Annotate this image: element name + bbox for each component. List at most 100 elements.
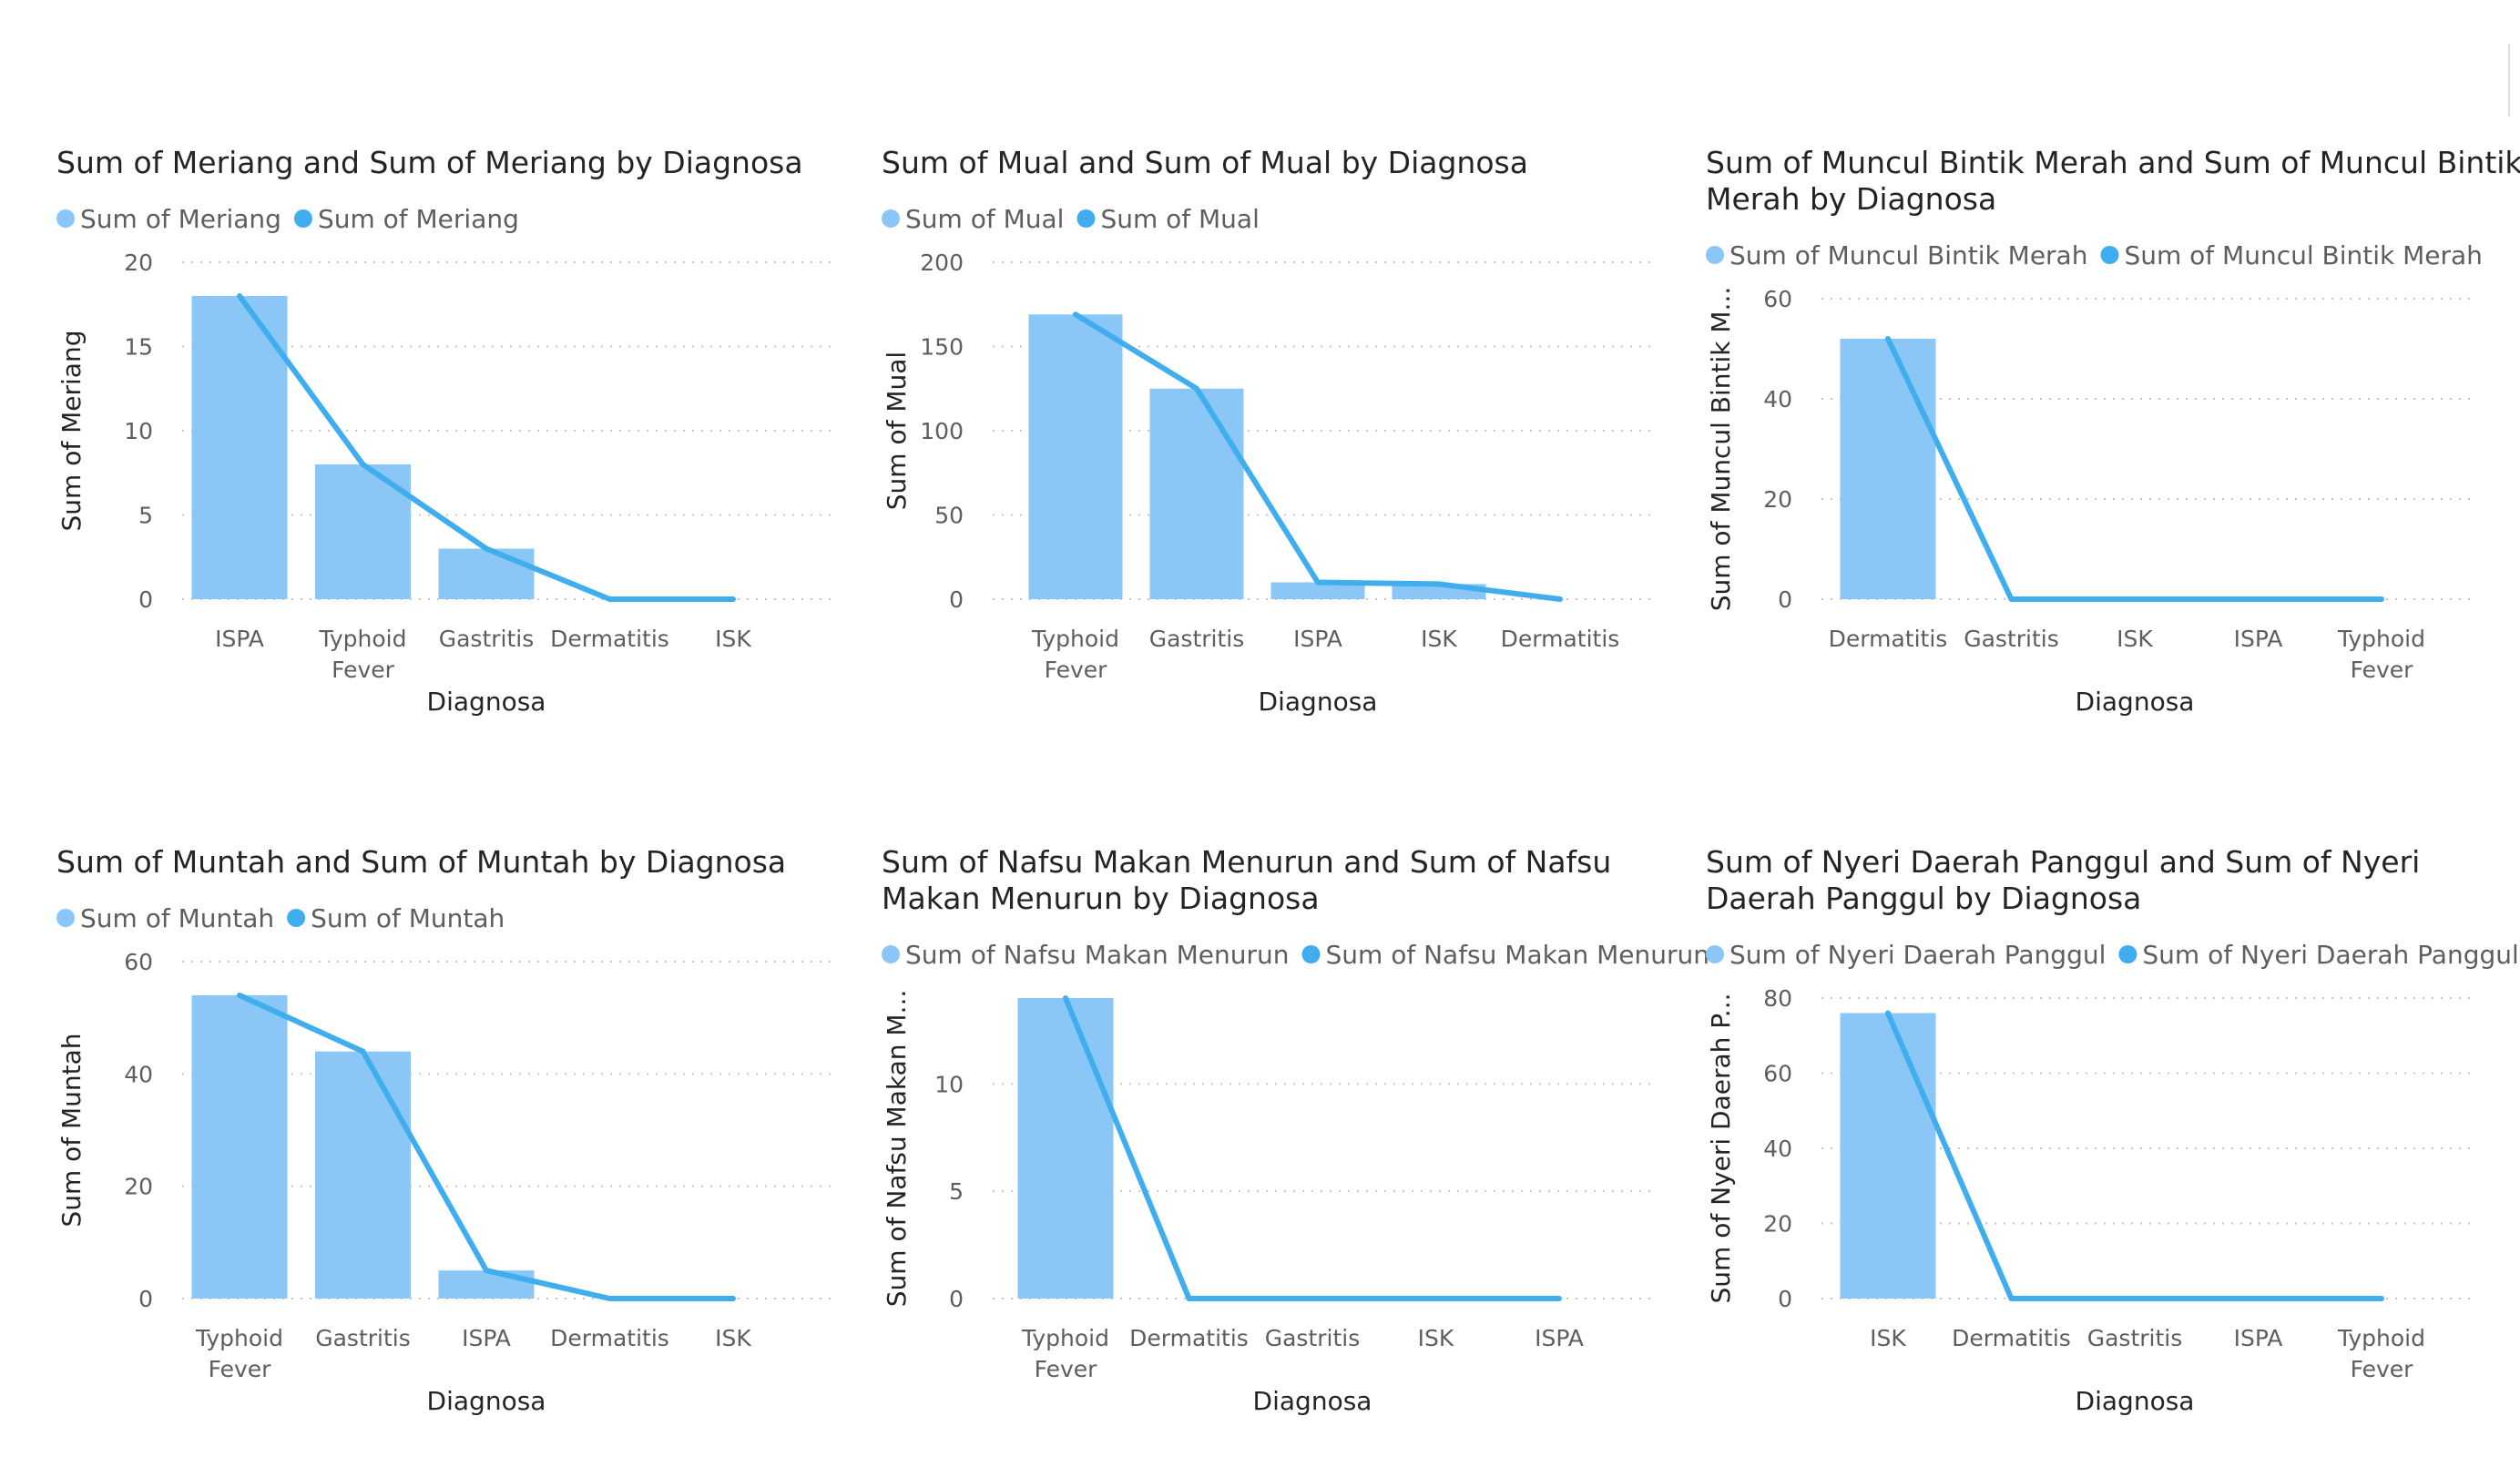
legend-marker [2100, 246, 2119, 264]
x-tick-line: Dermatitis [1952, 1325, 2071, 1351]
bar[interactable] [1840, 339, 1936, 599]
y-axis-title: Sum of Nyeri Daerah P... [1706, 993, 1736, 1303]
legend-entry[interactable]: Sum of Nafsu Makan Menurun [905, 940, 1290, 970]
x-tick-line: Fever [2351, 1356, 2414, 1382]
x-tick-line: ISK [2117, 626, 2153, 652]
x-tick-label: Dermatitis [1129, 1325, 1249, 1351]
y-tick-label: 10 [934, 1071, 964, 1097]
series-line[interactable] [1885, 336, 2384, 602]
legend-entry[interactable]: Sum of Muntah [80, 903, 274, 933]
legend-marker [287, 909, 306, 927]
x-tick-label: ISPA [462, 1325, 511, 1351]
legend-entry[interactable]: Sum of Nafsu Makan Menurun [1326, 940, 1710, 970]
legend-marker [56, 209, 75, 228]
x-tick-line: Gastritis [1265, 1325, 1361, 1351]
legend-marker [1076, 209, 1096, 228]
chart-title-line: Sum of Muncul Bintik Merah and Sum of Mu… [1706, 145, 2520, 180]
x-tick-line: ISPA [2234, 1325, 2283, 1351]
legend-entry[interactable]: Sum of Meriang [318, 204, 519, 234]
x-tick-line: Fever [209, 1356, 272, 1382]
bar[interactable] [1840, 1013, 1936, 1299]
x-tick-line: Typhoid [1031, 626, 1119, 652]
bar[interactable] [1028, 314, 1123, 599]
chart-panel-4: Sum of Muntah and Sum of Muntah by Diagn… [56, 844, 833, 1416]
legend-marker [1301, 945, 1321, 963]
series-line[interactable] [237, 993, 736, 1301]
y-tick-label: 60 [1763, 286, 1792, 312]
chart-panel-6: Sum of Nyeri Daerah Panggul and Sum of N… [1706, 844, 2519, 1416]
x-tick-line: Typhoid [195, 1325, 283, 1351]
y-tick-label: 0 [1778, 586, 1792, 613]
chart-title-line: Sum of Meriang and Sum of Meriang by Dia… [56, 145, 803, 180]
x-tick-line: ISK [1418, 1325, 1454, 1351]
bar[interactable] [438, 548, 535, 600]
x-tick-line: Dermatitis [1129, 1325, 1249, 1351]
y-tick-label: 5 [949, 1178, 964, 1205]
x-tick-label: Gastritis [1964, 626, 2059, 652]
legend-entry[interactable]: Sum of Mual [1100, 204, 1259, 234]
x-tick-label: Typhoid Fever [1031, 626, 1119, 683]
bar[interactable] [315, 1051, 411, 1299]
y-tick-label: 15 [124, 334, 153, 361]
legend-entry[interactable]: Sum of Nyeri Daerah Panggul [2142, 940, 2518, 970]
x-tick-line: Gastritis [2087, 1325, 2183, 1351]
x-tick-label: ISK [2117, 626, 2153, 652]
y-tick-label: 80 [1763, 985, 1792, 1012]
series-line[interactable] [1885, 1010, 2384, 1301]
bar[interactable] [191, 296, 288, 599]
legend-marker [2118, 945, 2137, 963]
legend-entry[interactable]: Sum of Muncul Bintik Merah [2124, 240, 2482, 270]
y-tick-label: 200 [920, 250, 964, 276]
bar[interactable] [1270, 582, 1365, 600]
legend-marker [293, 209, 312, 228]
y-tick-label: 150 [920, 334, 964, 361]
x-tick-label: ISPA [2234, 626, 2283, 652]
x-tick-line: Fever [1045, 657, 1108, 683]
bar[interactable] [191, 995, 288, 1299]
x-tick-label: Dermatitis [1829, 626, 1948, 652]
series-line[interactable] [1063, 995, 1562, 1301]
y-tick-label: 20 [1763, 486, 1792, 513]
legend-entry[interactable]: Sum of Muncul Bintik Merah [1729, 240, 2087, 270]
legend-entry[interactable]: Sum of Meriang [80, 204, 281, 234]
x-tick-line: ISK [715, 1325, 751, 1351]
chart-title-line: Merah by Diagnosa [1706, 181, 1996, 217]
y-axis-title: Sum of Meriang [56, 331, 87, 532]
x-tick-line: Typhoid [1021, 1325, 1109, 1351]
x-tick-line: Gastritis [1964, 626, 2059, 652]
x-tick-label: Typhoid Fever [2337, 626, 2425, 683]
legend-marker [1706, 945, 1724, 963]
bar[interactable] [1017, 998, 1114, 1299]
y-tick-label: 0 [138, 586, 153, 613]
x-tick-label: Typhoid Fever [195, 1325, 283, 1382]
x-tick-label: Gastritis [1265, 1325, 1361, 1351]
legend-entry[interactable]: Sum of Muntah [311, 903, 505, 933]
series-line[interactable] [1073, 311, 1563, 602]
x-axis-title: Diagnosa [1253, 1386, 1372, 1416]
series-line[interactable] [237, 293, 736, 602]
x-tick-line: Dermatitis [1501, 626, 1620, 652]
x-tick-label: Typhoid Fever [319, 626, 407, 683]
chart-title-line: Makan Menurun by Diagnosa [882, 881, 1320, 916]
x-tick-line: ISK [715, 626, 751, 652]
chart-panel-2: Sum of Mual and Sum of Mual by Diagnosa S… [882, 145, 1658, 717]
y-tick-label: 60 [124, 949, 153, 975]
x-tick-label: Typhoid Fever [1021, 1325, 1109, 1382]
x-tick-line: Dermatitis [550, 626, 669, 652]
y-tick-label: 20 [124, 1174, 153, 1200]
legend-entry[interactable]: Sum of Nyeri Daerah Panggul [1729, 940, 2106, 970]
legend-marker [1706, 246, 1724, 264]
legend-entry[interactable]: Sum of Mual [905, 204, 1064, 234]
y-tick-label: 0 [138, 1286, 153, 1312]
x-tick-label: Gastritis [1149, 626, 1245, 652]
x-tick-label: Gastritis [2087, 1325, 2183, 1351]
y-tick-label: 10 [124, 418, 153, 444]
y-axis-title: Sum of Mual [882, 352, 912, 510]
x-tick-line: Dermatitis [550, 1325, 669, 1351]
chart-title-line: Sum of Mual and Sum of Mual by Diagnosa [882, 145, 1528, 180]
x-tick-label: Gastritis [439, 626, 535, 652]
legend-marker [56, 909, 75, 927]
bar[interactable] [438, 1270, 535, 1299]
bar[interactable] [1149, 388, 1244, 599]
chart-panel-3: Sum of Muncul Bintik Merah and Sum of Mu… [1706, 145, 2520, 717]
